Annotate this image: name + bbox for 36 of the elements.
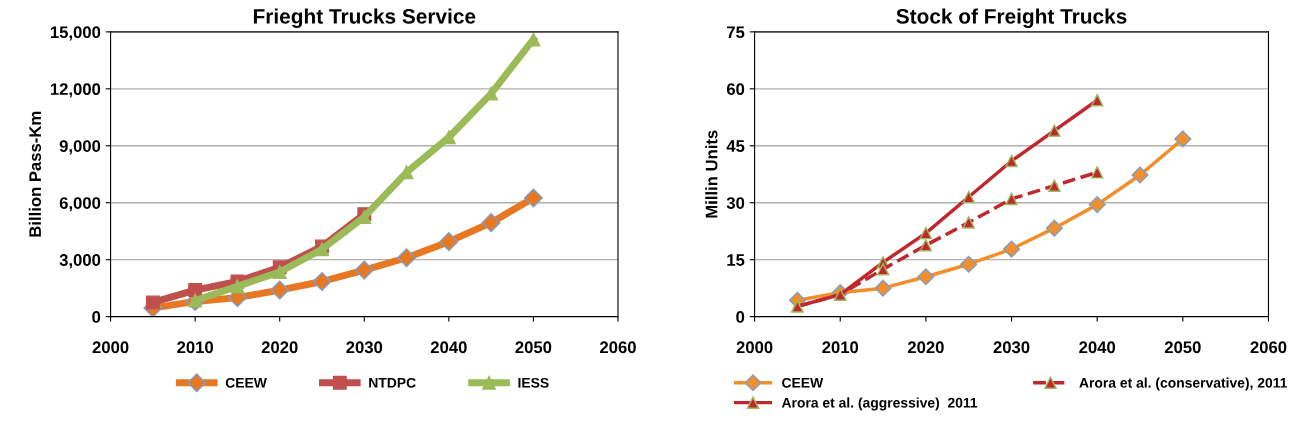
y-tick-label: 6,000 xyxy=(59,197,101,212)
x-tick-label: 2020 xyxy=(261,341,298,354)
x-tick-label: 2050 xyxy=(1164,341,1201,354)
x-tick-label: 2000 xyxy=(92,341,129,354)
x-tick-label: 2040 xyxy=(1079,341,1116,354)
x-tick-label: 2010 xyxy=(822,341,859,354)
y-tick-label: 12,000 xyxy=(50,83,101,98)
x-tick-label: 2010 xyxy=(177,341,214,354)
chart-title: Frieght Trucks Service xyxy=(253,8,476,28)
y-tick-label: 30 xyxy=(726,197,745,209)
y-tick-label: 3,000 xyxy=(59,254,101,269)
x-tick-label: 2060 xyxy=(600,341,636,354)
y-tick-label: 9,000 xyxy=(59,140,101,155)
y-tick-label: 0 xyxy=(736,311,745,323)
y-axis-title: Millin Units xyxy=(705,130,718,218)
x-tick-label: 2050 xyxy=(515,341,552,354)
legend-label: Arora et al. (aggressive) 2011 xyxy=(781,397,978,411)
x-tick-label: 2020 xyxy=(907,341,944,354)
y-tick-label: 15,000 xyxy=(50,26,101,41)
legend-label: NTDPC xyxy=(369,377,416,388)
legend-label: IESS xyxy=(518,377,549,388)
x-tick-label: 2060 xyxy=(1250,341,1287,354)
x-tick-label: 2030 xyxy=(346,341,383,354)
x-tick-label: 2040 xyxy=(430,341,467,354)
legend-label: Arora et al. (conservative), 2011 xyxy=(1079,377,1288,391)
y-tick-label: 45 xyxy=(726,140,745,152)
y-tick-label: 75 xyxy=(727,26,745,39)
y-tick-label: 60 xyxy=(726,83,745,96)
legend-label: CEEW xyxy=(225,377,267,388)
chart-title: Stock of Freight Trucks xyxy=(896,8,1127,28)
legend-label: CEEW xyxy=(782,377,824,388)
y-axis-title: Billion Pass-Km xyxy=(28,111,42,237)
x-tick-label: 2000 xyxy=(736,341,773,354)
x-tick-label: 2030 xyxy=(993,341,1030,354)
y-tick-label: 0 xyxy=(92,311,101,323)
y-tick-label: 15 xyxy=(727,254,745,266)
